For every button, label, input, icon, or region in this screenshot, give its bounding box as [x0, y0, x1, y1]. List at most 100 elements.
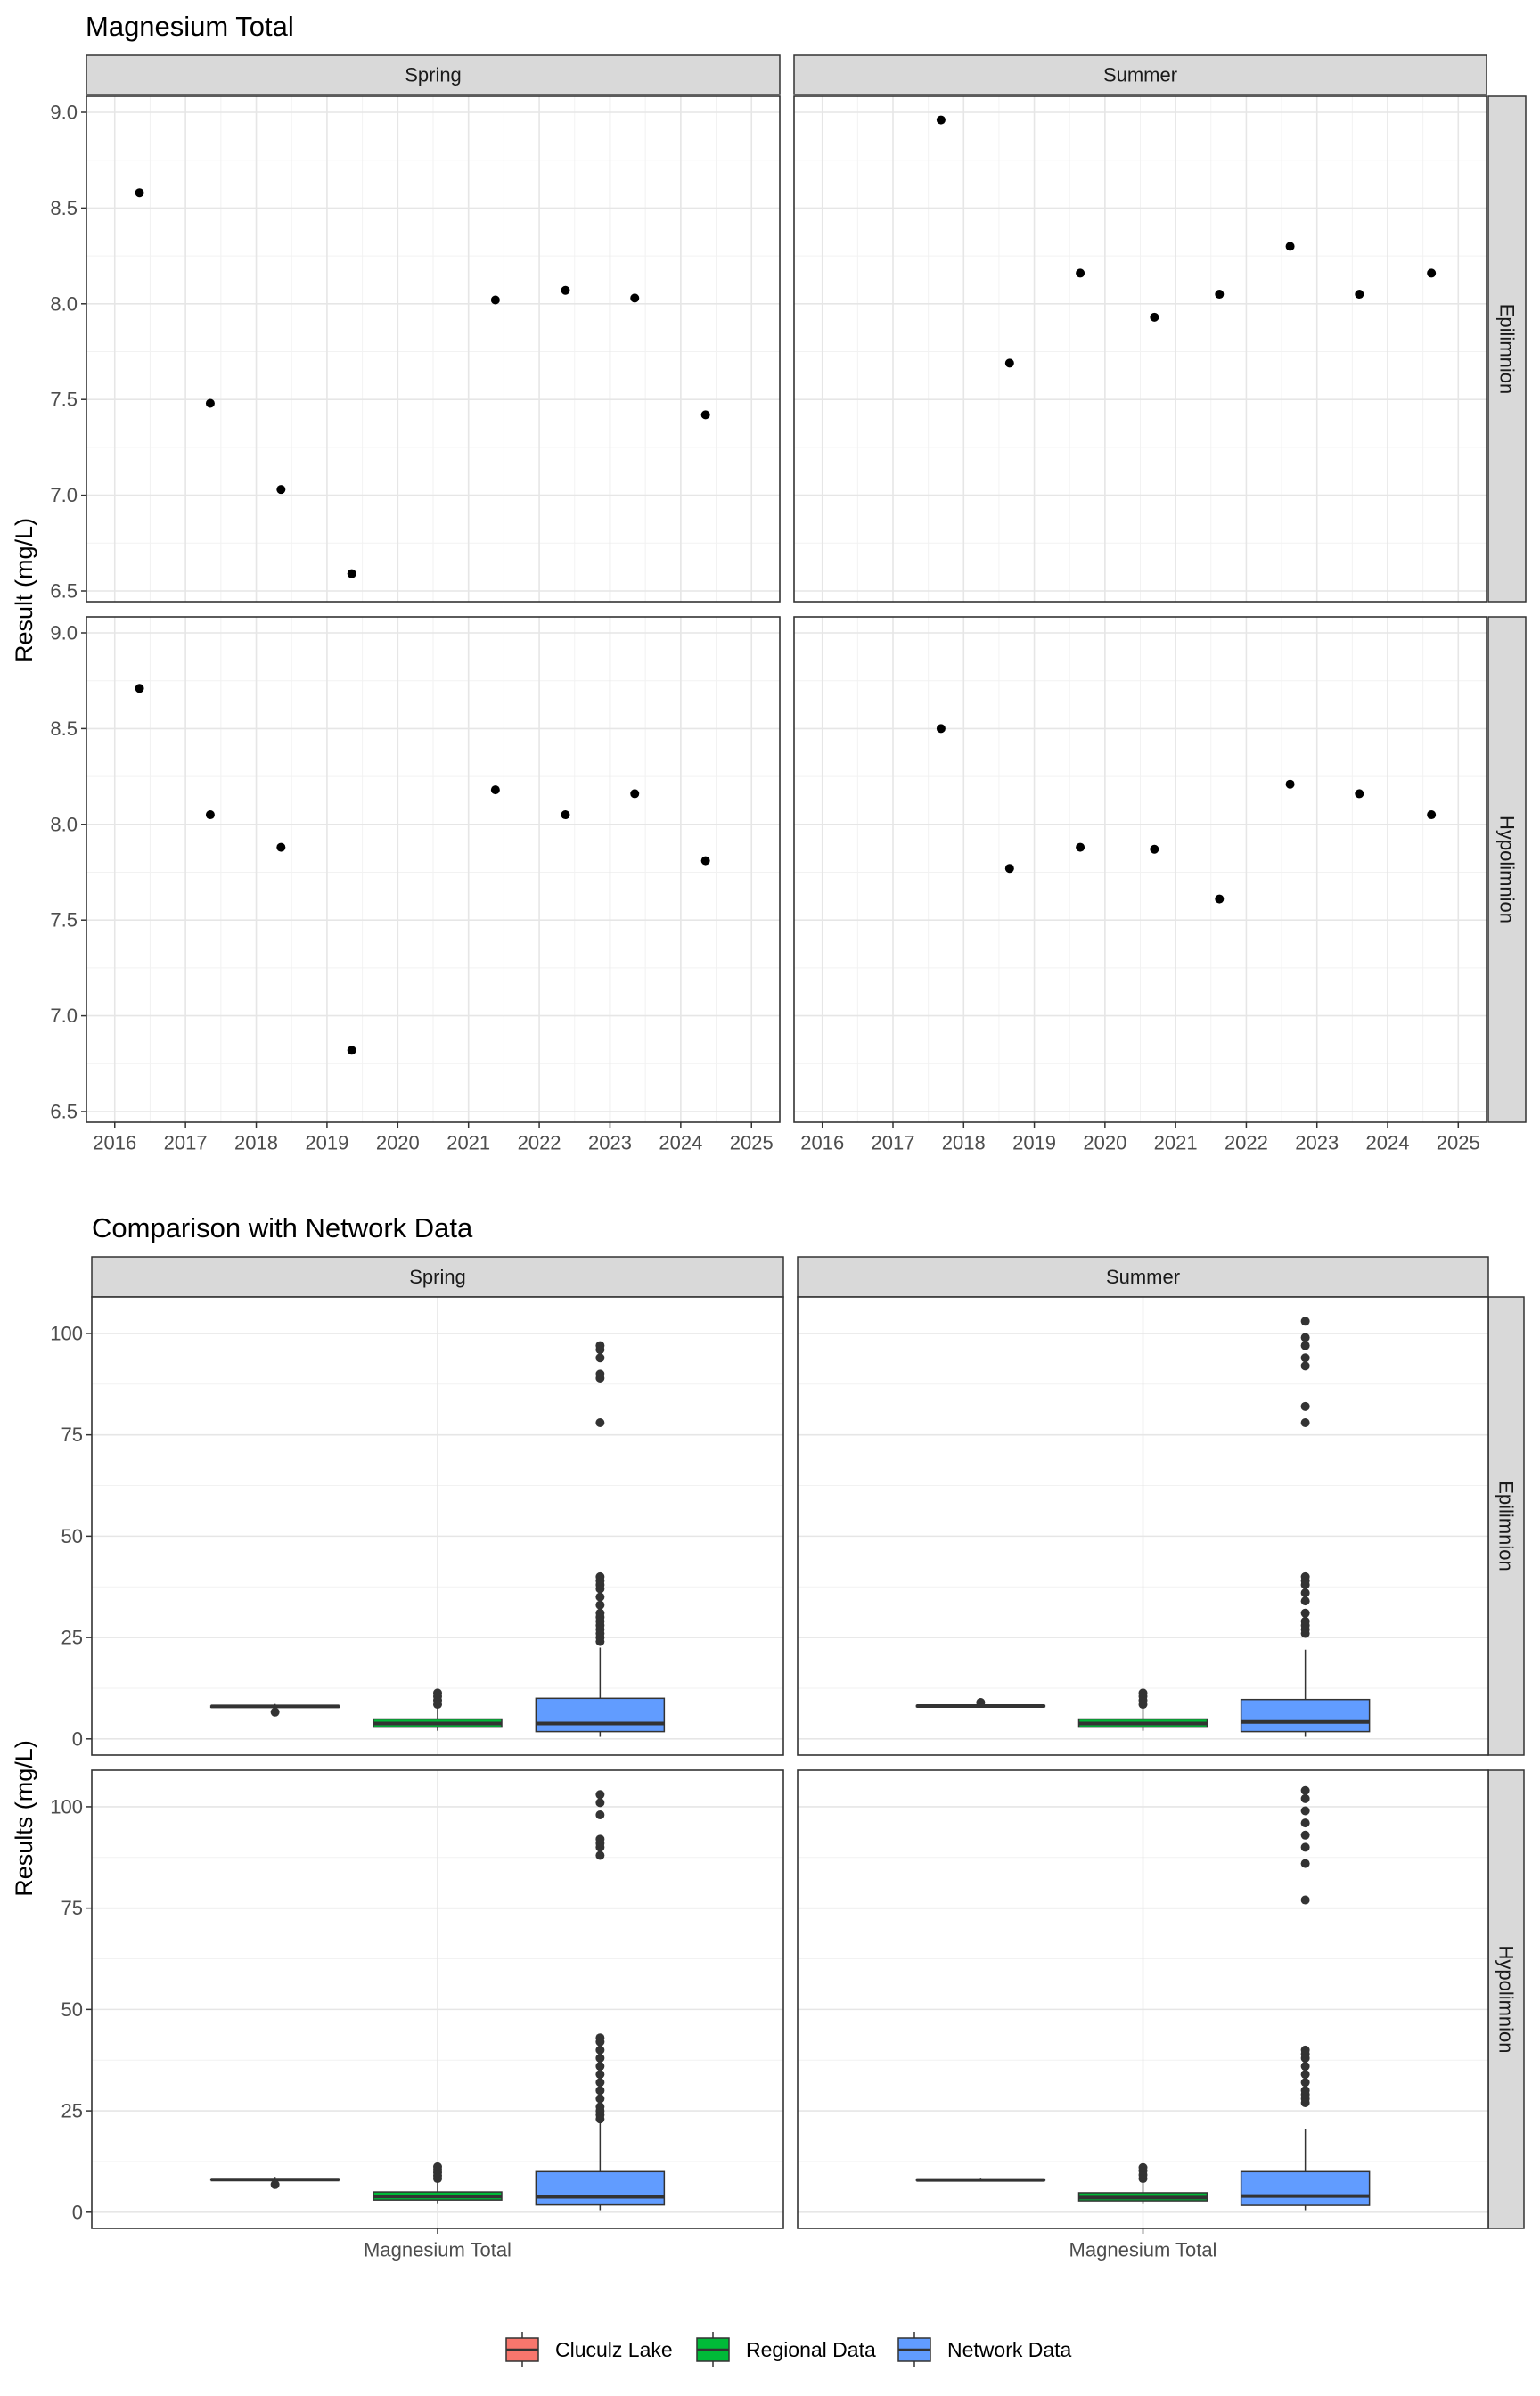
- y-tick-label: 75: [61, 1897, 83, 1919]
- data-point: [1076, 842, 1085, 852]
- data-point: [1004, 358, 1014, 368]
- x-tick-label: Magnesium Total: [1069, 2239, 1217, 2261]
- x-tick-label: 2020: [376, 1132, 420, 1154]
- outlier-point: [1300, 1806, 1310, 1816]
- box-regional-data: [373, 2162, 503, 2204]
- outlier-point: [595, 2045, 605, 2055]
- x-tick-label: 2016: [800, 1132, 844, 1154]
- scatter-panel-summer-epilimnion: [793, 95, 1487, 603]
- x-tick-label: 2017: [164, 1132, 208, 1154]
- outlier-point: [595, 2062, 605, 2072]
- panel-border: [86, 95, 781, 603]
- y-tick-label: 6.5: [50, 580, 78, 603]
- box-panel-summer-hypolimnion: [797, 1769, 1489, 2229]
- outlier-point: [1138, 1688, 1148, 1698]
- outlier-point: [433, 1688, 442, 1698]
- data-point: [1285, 779, 1295, 789]
- outlier-point: [270, 2179, 280, 2189]
- outlier-point: [976, 1698, 986, 1708]
- x-tick-label: 2018: [942, 1132, 986, 1154]
- panel-border: [797, 1296, 1489, 1756]
- outlier-point: [1300, 1895, 1310, 1905]
- data-point: [1215, 290, 1225, 300]
- outlier-point: [595, 2086, 605, 2096]
- legend-item-cluculz-lake: Cluculz Lake: [505, 2332, 673, 2367]
- y-tick-label: 7.0: [50, 484, 78, 506]
- y-tick-label: 8.0: [50, 813, 78, 835]
- x-tick-label: 2024: [659, 1132, 702, 1154]
- box-regional-data: [1077, 2162, 1208, 2204]
- panel-border: [793, 616, 1487, 1123]
- data-point: [276, 485, 286, 495]
- outlier-point: [595, 2053, 605, 2063]
- outlier-point: [1300, 1596, 1310, 1606]
- x-tick-label: 2022: [518, 1132, 561, 1154]
- data-point: [490, 785, 500, 795]
- outlier-point: [595, 2033, 605, 2043]
- box-strip-summer-label: Summer: [1106, 1266, 1180, 1288]
- outlier-point: [1300, 1401, 1310, 1411]
- y-tick-label: 0: [72, 2201, 83, 2223]
- x-tick-label: 2016: [93, 1132, 136, 1154]
- box-panel-spring-hypolimnion: [91, 1769, 784, 2229]
- data-point: [490, 295, 500, 305]
- data-point: [135, 684, 144, 693]
- x-tick-label: 2023: [1295, 1132, 1339, 1154]
- data-point: [936, 724, 946, 734]
- scatter-strip-summer-label: Summer: [1103, 64, 1177, 86]
- box-chart: Comparison with Network Data Results (mg…: [11, 1212, 1525, 2367]
- box-cluculz-lake: [209, 1703, 340, 1717]
- data-point: [1150, 844, 1159, 854]
- box-network-data: [1240, 1317, 1371, 1737]
- data-point: [205, 398, 215, 408]
- data-point: [1355, 789, 1364, 799]
- legend-label: Regional Data: [746, 2338, 876, 2361]
- legend-item-network-data: Network Data: [897, 2332, 1072, 2367]
- legend-label: Network Data: [947, 2338, 1072, 2361]
- scatter-panel-spring-epilimnion: [86, 95, 781, 603]
- outlier-point: [1300, 1818, 1310, 1828]
- outlier-point: [1300, 1341, 1310, 1350]
- outlier-point: [595, 1608, 605, 1618]
- data-point: [347, 1046, 356, 1055]
- scatter-strip-spring-label: Spring: [405, 64, 462, 86]
- outlier-point: [1300, 2078, 1310, 2088]
- outlier-point: [1300, 1353, 1310, 1363]
- data-point: [561, 810, 570, 820]
- data-point: [1004, 864, 1014, 874]
- outlier-point: [595, 1353, 605, 1363]
- box-panel-summer-epilimnion: [797, 1296, 1489, 1756]
- outlier-point: [1300, 2086, 1310, 2096]
- scatter-strip-epilimnion: [1487, 95, 1527, 603]
- box-body: [1240, 2170, 1371, 2206]
- outlier-point: [595, 1571, 605, 1581]
- outlier-point: [595, 1418, 605, 1428]
- x-tick-label: 2025: [1437, 1132, 1480, 1154]
- outlier-point: [1300, 1842, 1310, 1852]
- data-point: [1215, 894, 1225, 904]
- outlier-point: [1300, 2045, 1310, 2055]
- box-y-axis-label: Results (mg/L): [11, 1740, 37, 1897]
- outlier-point: [595, 2078, 605, 2088]
- box-strip-epilimnion: [1487, 1296, 1525, 1756]
- y-tick-label: 100: [50, 1795, 83, 1818]
- scatter-y-axis-label: Result (mg/L): [11, 518, 37, 662]
- data-point: [1150, 312, 1159, 322]
- outlier-point: [595, 2094, 605, 2104]
- legend: Cluculz Lake Regional Data Network Data: [505, 2332, 1072, 2367]
- data-point: [700, 410, 710, 420]
- box-title: Comparison with Network Data: [92, 1212, 473, 1243]
- box-strip-epilimnion-label: Epilimnion: [1495, 1481, 1518, 1571]
- data-point: [1355, 290, 1364, 300]
- data-point: [135, 188, 144, 198]
- y-tick-label: 50: [61, 1998, 83, 2021]
- y-tick-label: 9.0: [50, 622, 78, 644]
- y-tick-label: 6.5: [50, 1101, 78, 1123]
- data-point: [561, 285, 570, 295]
- box-strip-spring-label: Spring: [409, 1266, 466, 1288]
- box-network-data: [535, 1341, 666, 1737]
- x-tick-label: Magnesium Total: [364, 2239, 512, 2261]
- y-tick-label: 75: [61, 1424, 83, 1446]
- data-point: [276, 842, 286, 852]
